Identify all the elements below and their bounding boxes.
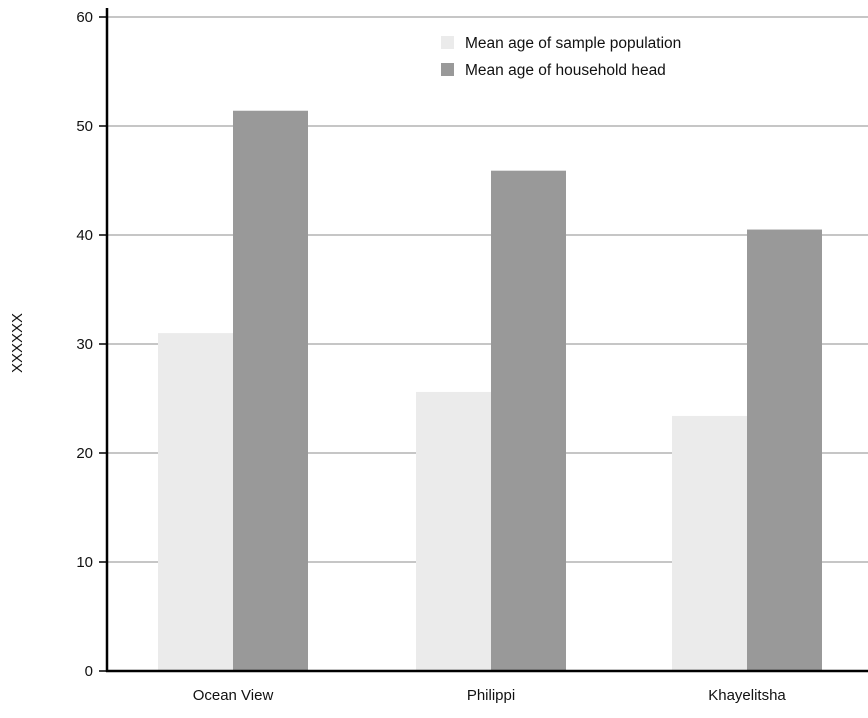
bar-sample-population bbox=[672, 415, 747, 671]
x-tick-label: Khayelitsha bbox=[708, 687, 786, 704]
bar-household-head bbox=[747, 229, 822, 672]
y-tick-labels: 0 10 20 30 40 50 60 bbox=[76, 9, 93, 680]
x-tick-label: Ocean View bbox=[193, 687, 274, 704]
y-tick-label: 40 bbox=[76, 227, 93, 244]
bars bbox=[158, 110, 822, 672]
axes bbox=[105, 8, 868, 673]
legend: Mean age of sample population Mean age of… bbox=[441, 35, 681, 79]
x-tick-labels: Ocean View Philippi Khayelitsha bbox=[193, 687, 787, 704]
bar-household-head bbox=[233, 110, 308, 672]
legend-label: Mean age of sample population bbox=[465, 35, 681, 52]
legend-label: Mean age of household head bbox=[465, 62, 666, 79]
legend-swatch bbox=[441, 36, 454, 49]
bar-sample-population bbox=[158, 333, 233, 671]
y-tick-label: 60 bbox=[76, 9, 93, 26]
y-axis-label: XXXXXX bbox=[9, 313, 26, 373]
bar-sample-population bbox=[416, 391, 491, 671]
y-tick-label: 20 bbox=[76, 445, 93, 462]
x-tick-label: Philippi bbox=[467, 687, 515, 704]
y-tick-label: 50 bbox=[76, 118, 93, 135]
y-tick-label: 30 bbox=[76, 336, 93, 353]
y-tick-label: 10 bbox=[76, 554, 93, 571]
y-tick-label: 0 bbox=[85, 663, 93, 680]
legend-swatch bbox=[441, 63, 454, 76]
bar-household-head bbox=[491, 170, 566, 671]
